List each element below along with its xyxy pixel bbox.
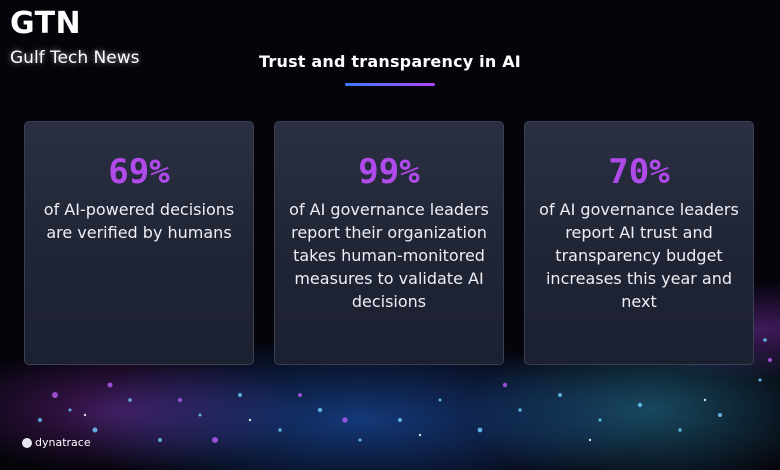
page-title: Trust and transparency in AI bbox=[259, 52, 521, 71]
title-underline bbox=[345, 83, 435, 86]
stat-card: 70% of AI governance leaders report AI t… bbox=[524, 121, 754, 365]
stat-card: 69% of AI-powered decisions are verified… bbox=[24, 121, 254, 365]
stat-description: of AI-powered decisions are verified by … bbox=[43, 200, 235, 242]
stat-card: 99% of AI governance leaders report thei… bbox=[274, 121, 504, 365]
stat-value: 70% bbox=[608, 152, 670, 192]
stat-value: 99% bbox=[358, 152, 420, 192]
stat-description: of AI governance leaders report AI trust… bbox=[539, 200, 739, 311]
dynatrace-logo: dynatrace bbox=[22, 436, 91, 449]
logo-mark: GTN bbox=[10, 6, 82, 41]
logo-subtitle: Gulf Tech News bbox=[10, 48, 140, 68]
stat-value: 69% bbox=[108, 152, 170, 192]
stat-description: of AI governance leaders report their or… bbox=[289, 200, 489, 311]
brand-name: dynatrace bbox=[35, 436, 91, 449]
dynatrace-logo-icon bbox=[22, 437, 32, 448]
stat-cards: 69% of AI-powered decisions are verified… bbox=[24, 121, 756, 367]
gtn-logo: GTN Gulf Tech News bbox=[10, 6, 139, 68]
